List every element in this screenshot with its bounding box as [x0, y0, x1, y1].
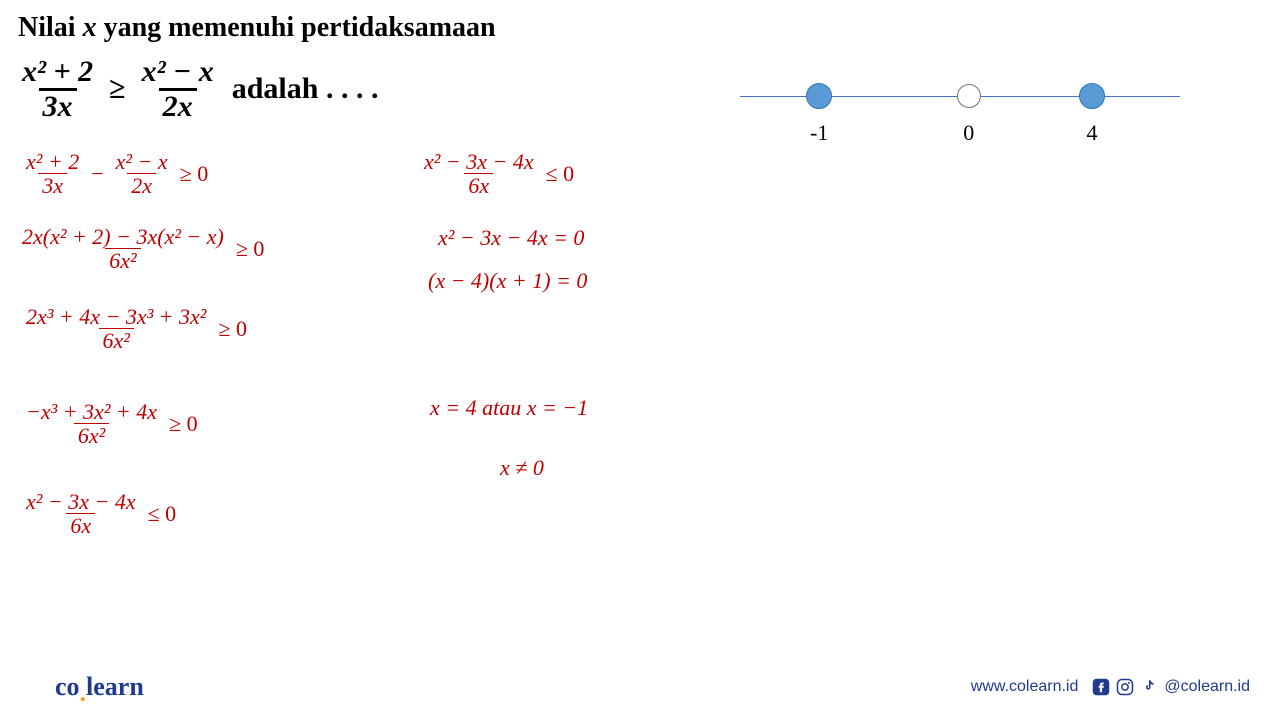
closed-point-icon: [1079, 83, 1105, 109]
number-line-label: 0: [963, 120, 974, 146]
instagram-icon: [1116, 678, 1134, 696]
step-r4: x = 4 atau x = −1: [430, 395, 588, 421]
step-r2: x² − 3x − 4x = 0: [438, 225, 584, 251]
question-var: x: [83, 12, 97, 43]
closed-point-icon: [806, 83, 832, 109]
number-line-label: -1: [810, 120, 828, 146]
question-post: yang memenuhi pertidaksamaan: [97, 12, 496, 43]
step-4: −x³ + 3x² + 4x6x² ≥ 0: [22, 400, 202, 447]
social-handle: @colearn.id: [1164, 678, 1250, 696]
facebook-icon: [1092, 678, 1110, 696]
frac-right-den: 2x: [159, 88, 197, 123]
logo-learn: learn: [86, 672, 144, 701]
step-r5: x ≠ 0: [500, 455, 544, 481]
question-pre: Nilai: [18, 12, 83, 43]
frac-left-den: 3x: [39, 88, 77, 123]
question-text: Nilai x yang memenuhi pertidaksamaan: [18, 12, 496, 44]
step-5: x² − 3x − 4x6x ≤ 0: [22, 490, 180, 537]
footer-right: www.colearn.id @colearn.id: [971, 678, 1250, 696]
step-r1: x² − 3x − 4x6x ≤ 0: [420, 150, 578, 197]
fraction-left: x² + 2 3x: [18, 56, 97, 122]
open-point-icon: [957, 84, 981, 108]
logo-dot-icon: .: [80, 678, 87, 707]
fraction-right: x² − x 2x: [138, 56, 218, 122]
logo: co.learn: [55, 672, 144, 702]
frac-right-num: x² − x: [138, 56, 218, 88]
footer: co.learn www.colearn.id @colearn.id: [0, 672, 1280, 702]
social-icons: @colearn.id: [1092, 678, 1250, 696]
main-inequality: x² + 2 3x ≥ x² − x 2x adalah . . . .: [18, 56, 378, 122]
step-r3: (x − 4)(x + 1) = 0: [428, 268, 587, 294]
logo-co: co: [55, 672, 80, 701]
number-line-label: 4: [1087, 120, 1098, 146]
footer-url: www.colearn.id: [971, 678, 1079, 696]
adalah-text: adalah . . . .: [232, 72, 379, 106]
number-line: -104: [740, 78, 1180, 138]
inequality-op: ≥: [109, 72, 125, 106]
step-1: x² + 23x − x² − x2x ≥ 0: [22, 150, 212, 197]
frac-left-num: x² + 2: [18, 56, 97, 88]
step-3: 2x³ + 4x − 3x³ + 3x²6x² ≥ 0: [22, 305, 251, 352]
tiktok-icon: [1140, 678, 1158, 696]
step-2: 2x(x² + 2) − 3x(x² − x)6x² ≥ 0: [18, 225, 268, 272]
